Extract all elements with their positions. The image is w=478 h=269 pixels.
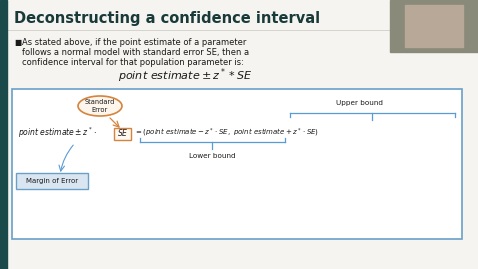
Bar	[390, 0, 478, 52]
Text: Standard
Error: Standard Error	[85, 99, 115, 113]
FancyBboxPatch shape	[12, 89, 462, 239]
Text: $= (\mathit{point\ estimate} - z^* \cdot SE,\ \mathit{point\ estimate} + z^* \cd: $= (\mathit{point\ estimate} - z^* \cdot…	[134, 127, 319, 139]
Ellipse shape	[78, 96, 122, 116]
Bar	[0, 0, 7, 269]
FancyBboxPatch shape	[115, 128, 131, 140]
Text: ■: ■	[14, 38, 21, 47]
Text: Lower bound: Lower bound	[189, 153, 236, 159]
Text: Upper bound: Upper bound	[337, 100, 383, 106]
Text: Deconstructing a confidence interval: Deconstructing a confidence interval	[14, 12, 320, 27]
Text: Margin of Error: Margin of Error	[26, 178, 78, 184]
Text: As stated above, if the point estimate of a parameter: As stated above, if the point estimate o…	[22, 38, 246, 47]
Text: $\mathit{SE}$: $\mathit{SE}$	[117, 128, 129, 139]
Bar	[405, 5, 463, 47]
Text: follows a normal model with standard error SE, then a: follows a normal model with standard err…	[22, 48, 249, 57]
Text: confidence interval for that population parameter is:: confidence interval for that population …	[22, 58, 244, 67]
FancyBboxPatch shape	[16, 173, 88, 189]
Text: $\mathit{point\ estimate} \pm z^* * SE$: $\mathit{point\ estimate} \pm z^* * SE$	[118, 67, 252, 85]
Text: $\mathit{point\ estimate} \pm z^* \cdot$: $\mathit{point\ estimate} \pm z^* \cdot$	[18, 126, 98, 140]
